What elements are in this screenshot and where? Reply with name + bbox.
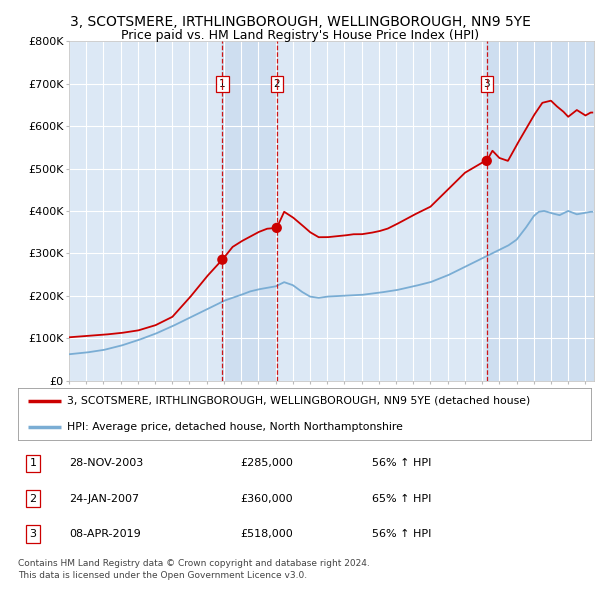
Text: 3, SCOTSMERE, IRTHLINGBOROUGH, WELLINGBOROUGH, NN9 5YE: 3, SCOTSMERE, IRTHLINGBOROUGH, WELLINGBO… [70, 15, 530, 29]
Text: £360,000: £360,000 [240, 494, 293, 503]
Text: 65% ↑ HPI: 65% ↑ HPI [372, 494, 431, 503]
Text: 1: 1 [29, 458, 37, 468]
Text: 08-APR-2019: 08-APR-2019 [69, 529, 141, 539]
Text: £518,000: £518,000 [240, 529, 293, 539]
Text: 56% ↑ HPI: 56% ↑ HPI [372, 458, 431, 468]
Text: 56% ↑ HPI: 56% ↑ HPI [372, 529, 431, 539]
Text: This data is licensed under the Open Government Licence v3.0.: This data is licensed under the Open Gov… [18, 571, 307, 580]
Text: 28-NOV-2003: 28-NOV-2003 [69, 458, 143, 468]
Text: 3, SCOTSMERE, IRTHLINGBOROUGH, WELLINGBOROUGH, NN9 5YE (detached house): 3, SCOTSMERE, IRTHLINGBOROUGH, WELLINGBO… [67, 396, 530, 405]
Bar [223, 41, 277, 381]
Text: 3: 3 [484, 78, 490, 88]
Text: HPI: Average price, detached house, North Northamptonshire: HPI: Average price, detached house, Nort… [67, 422, 403, 431]
Text: 2: 2 [274, 78, 280, 88]
Text: 2: 2 [29, 494, 37, 503]
Text: £285,000: £285,000 [240, 458, 293, 468]
Point [482, 156, 491, 166]
Text: 24-JAN-2007: 24-JAN-2007 [69, 494, 139, 503]
Point [272, 223, 281, 232]
Text: Price paid vs. HM Land Registry's House Price Index (HPI): Price paid vs. HM Land Registry's House … [121, 30, 479, 42]
Point [218, 255, 227, 264]
Text: Contains HM Land Registry data © Crown copyright and database right 2024.: Contains HM Land Registry data © Crown c… [18, 559, 370, 568]
Text: 1: 1 [219, 78, 226, 88]
Text: 3: 3 [29, 529, 37, 539]
Bar [487, 41, 594, 381]
